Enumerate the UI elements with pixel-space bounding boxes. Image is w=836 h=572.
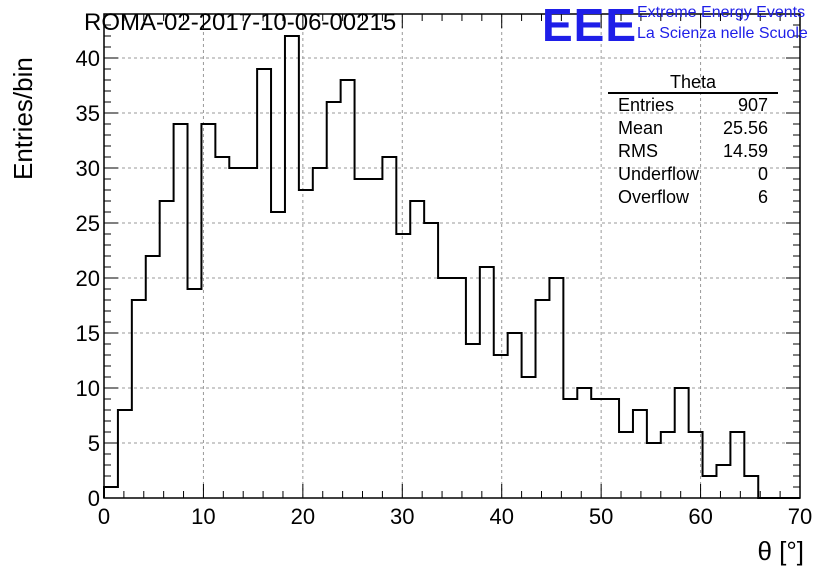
histogram-bin (591, 399, 605, 498)
histogram-bin (661, 432, 675, 498)
histogram-bin (744, 476, 758, 498)
stats-label: Underflow (618, 164, 700, 184)
stats-label: Entries (618, 95, 675, 115)
histogram-bin (271, 212, 285, 498)
histogram-bin (104, 487, 118, 498)
histogram-bin (118, 410, 132, 498)
stats-row-underflow: Underflow 0 (608, 163, 778, 186)
stats-value: 6 (757, 187, 768, 207)
y-tick-label: 10 (76, 376, 100, 401)
histogram-bin (285, 36, 299, 498)
stats-label: Overflow (618, 187, 690, 207)
histogram-bin (410, 201, 424, 498)
histogram-bin (494, 355, 508, 498)
x-tick-label: 50 (589, 504, 613, 529)
histogram-bin (647, 443, 661, 498)
y-tick-label: 40 (76, 46, 100, 71)
y-tick-label: 30 (76, 156, 100, 181)
y-axis-label: Entries/bin (8, 57, 38, 180)
histogram-bin (424, 223, 438, 498)
histogram-bin (327, 102, 341, 498)
histogram-bin (160, 201, 174, 498)
histogram-bin (522, 377, 536, 498)
histogram-bin (508, 333, 522, 498)
stats-row-mean: Mean 25.56 (608, 117, 778, 140)
x-tick-label: 40 (489, 504, 513, 529)
logo-line-1: Extreme Energy Events (637, 4, 806, 21)
stats-row-entries: Entries 907 (608, 94, 778, 117)
histogram-bin (368, 179, 382, 498)
histogram-bin (549, 278, 563, 498)
x-tick-label: 20 (291, 504, 315, 529)
eee-logo: EEE (542, 0, 638, 51)
histogram-bin (229, 168, 243, 498)
histogram-bin (341, 80, 355, 498)
stats-title: Theta (608, 72, 778, 94)
stats-row-rms: RMS 14.59 (608, 140, 778, 163)
histogram-bin (605, 399, 619, 498)
logo-line-2: La Scienza nelle Scuole (637, 25, 808, 42)
histogram-bin (257, 69, 271, 498)
histogram-bin (577, 388, 591, 498)
histogram-bin (188, 289, 202, 498)
y-tick-label: 20 (76, 266, 100, 291)
y-tick-label: 15 (76, 321, 100, 346)
stats-value: 907 (737, 95, 768, 115)
x-tick-label: 30 (390, 504, 414, 529)
histogram-bin (396, 234, 410, 498)
histogram-bin (132, 300, 146, 498)
histogram-bin (243, 168, 257, 498)
y-tick-label: 0 (88, 486, 100, 511)
y-tick-label: 35 (76, 101, 100, 126)
histogram-bin (480, 267, 494, 498)
stats-value: 0 (757, 164, 768, 184)
stats-row-overflow: Overflow 6 (608, 186, 778, 209)
histogram-bin (355, 179, 369, 498)
histogram-bin (313, 168, 327, 498)
x-tick-label: 10 (191, 504, 215, 529)
histogram-bin (563, 399, 577, 498)
histogram-bin (382, 157, 396, 498)
histogram-bin (675, 388, 689, 498)
stats-value: 25.56 (722, 118, 768, 138)
histogram-bin (536, 300, 550, 498)
stats-value: 14.59 (722, 141, 768, 161)
histogram-bin (466, 344, 480, 498)
histogram-bin (619, 432, 633, 498)
stats-box: Theta Entries 907 Mean 25.56 RMS 14.59 U… (608, 72, 778, 209)
histogram-bin (201, 124, 215, 498)
histogram-bin (174, 124, 188, 498)
histogram-bin (716, 465, 730, 498)
histogram-outline (103, 35, 800, 499)
x-tick-label: 0 (98, 504, 110, 529)
x-tick-label: 70 (788, 504, 812, 529)
stats-label: Mean (618, 118, 664, 138)
x-axis-label: θ [°] (757, 536, 804, 566)
histogram-bin (299, 190, 313, 498)
y-tick-label: 5 (88, 431, 100, 456)
histogram-bin (633, 410, 647, 498)
histogram-bin (215, 157, 229, 498)
histogram-bin (730, 432, 744, 498)
histogram-bin (438, 278, 452, 498)
x-tick-label: 60 (688, 504, 712, 529)
histogram-bin (452, 278, 466, 498)
stats-label: RMS (618, 141, 658, 161)
y-tick-label: 25 (76, 211, 100, 236)
histogram-bin (146, 256, 160, 498)
run-title: ROMA-02-2017-10-06-00215 (84, 9, 397, 36)
histogram-bin (703, 476, 717, 498)
